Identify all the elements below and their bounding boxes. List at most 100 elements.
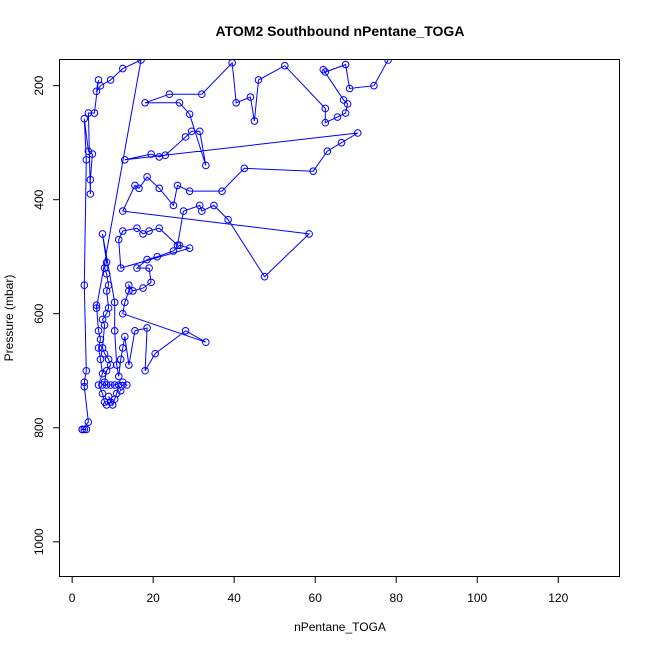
x-tick-label: 0 (69, 591, 76, 605)
data-point (145, 264, 153, 272)
data-point (337, 138, 346, 147)
data-point (175, 98, 184, 107)
data-point (187, 127, 196, 136)
data-series (78, 60, 392, 434)
data-point (333, 113, 342, 121)
data-point (321, 104, 330, 113)
data-point (139, 284, 147, 292)
data-point (98, 230, 107, 238)
data-point (309, 167, 317, 175)
data-point (125, 281, 133, 290)
data-point (210, 201, 218, 210)
data-point (84, 418, 93, 426)
data-point (169, 201, 178, 210)
data-point (82, 366, 91, 375)
data-point (185, 244, 194, 252)
data-point (80, 382, 89, 391)
data-point (339, 96, 348, 104)
data-point (185, 187, 194, 195)
x-tick-label: 40 (228, 591, 242, 605)
data-point (118, 309, 127, 318)
data-point (104, 281, 113, 290)
data-point (84, 109, 93, 117)
y-axis-label: Pressure (mbar) (2, 275, 16, 362)
data-point (321, 118, 330, 127)
data-point (80, 114, 89, 123)
data-point (112, 361, 121, 369)
data-point (96, 81, 105, 90)
data-point (341, 60, 350, 69)
data-point (121, 298, 129, 307)
data-point (370, 81, 378, 90)
x-tick-label: 120 (548, 591, 568, 605)
data-point (98, 389, 107, 398)
data-point (232, 98, 241, 107)
data-point (114, 372, 123, 381)
data-point (155, 184, 164, 193)
data-point (102, 366, 111, 375)
data-point (202, 161, 210, 170)
data-point (147, 150, 155, 158)
data-point (202, 338, 210, 347)
data-point (104, 392, 113, 401)
data-point (181, 133, 190, 141)
data-point (197, 207, 206, 215)
data-point (147, 278, 155, 287)
y-tick-label: 600 (32, 303, 46, 323)
data-point (218, 187, 226, 195)
data-point (116, 386, 125, 395)
data-point (96, 355, 105, 364)
data-point (118, 207, 127, 215)
data-point (129, 287, 137, 295)
data-point (143, 324, 151, 332)
data-point (118, 227, 127, 235)
data-point (102, 258, 111, 267)
x-tick-label: 80 (390, 591, 404, 605)
data-point (197, 90, 206, 99)
series-line (81, 60, 389, 430)
data-point (323, 147, 332, 156)
data-point (141, 366, 149, 375)
x-tick-label: 60 (309, 591, 323, 605)
data-point (121, 155, 129, 164)
data-point (141, 98, 149, 107)
data-point (106, 381, 115, 389)
data-point (281, 61, 289, 70)
chart-title: ATOM2 Southbound nPentane_TOGA (216, 23, 465, 39)
data-point (80, 281, 89, 290)
data-point (143, 255, 151, 264)
data-point (88, 150, 97, 158)
data-point (384, 60, 392, 64)
data-point (319, 65, 328, 74)
data-point (116, 264, 125, 272)
data-point (155, 224, 164, 232)
data-point (143, 173, 151, 181)
data-point (161, 151, 170, 160)
x-tick-label: 20 (146, 591, 160, 605)
data-point (80, 425, 89, 434)
data-point (110, 381, 119, 389)
data-point (250, 117, 259, 125)
data-point (151, 349, 159, 358)
data-point (179, 207, 188, 215)
data-point (110, 327, 119, 335)
data-point (92, 301, 101, 309)
data-point (98, 344, 107, 352)
data-point (116, 355, 125, 364)
data-point (114, 235, 123, 244)
y-tick-label: 400 (32, 189, 46, 209)
data-point (145, 227, 153, 235)
data-point (228, 60, 236, 67)
data-point (153, 252, 162, 261)
data-point (353, 129, 362, 137)
data-point (98, 315, 107, 324)
y-tick-label: 1000 (32, 528, 46, 555)
data-point (175, 241, 184, 250)
data-point (345, 84, 354, 93)
data-point (104, 304, 113, 312)
data-point (118, 378, 127, 386)
data-point (106, 76, 115, 84)
data-point (125, 361, 133, 369)
data-point (137, 60, 145, 64)
